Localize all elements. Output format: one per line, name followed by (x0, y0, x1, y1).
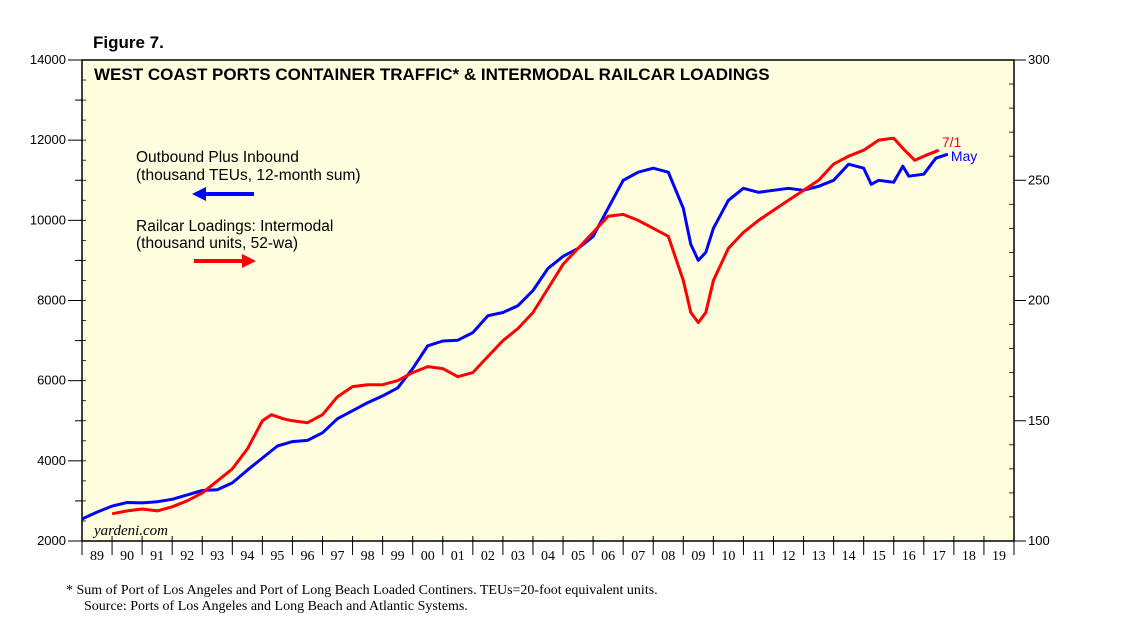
x-tick-label: 91 (150, 549, 164, 564)
right-arrow-icon (194, 254, 256, 268)
x-tick-label: 15 (872, 549, 886, 564)
x-tick-label: 93 (210, 549, 224, 564)
right-tick-label: 300 (1028, 52, 1050, 67)
x-tick-label: 89 (90, 549, 104, 564)
right-tick-label: 250 (1028, 172, 1050, 187)
x-tick-label: 94 (240, 549, 254, 564)
x-tick-label: 18 (962, 549, 976, 564)
x-tick-label: 99 (391, 549, 405, 564)
legend-blue-label: Outbound Plus Inbound (136, 149, 299, 166)
left-tick-label: 4000 (37, 453, 66, 468)
x-tick-label: 06 (601, 549, 615, 564)
x-tick-label: 12 (782, 549, 796, 564)
x-tick-label: 04 (541, 549, 555, 564)
figure-label: Figure 7. (93, 33, 164, 52)
x-tick-label: 08 (661, 549, 675, 564)
left-tick-label: 12000 (30, 132, 66, 147)
left-axis: 2000 4000 6000 8000 10000 12000 14000 (30, 52, 86, 548)
teu-traffic-line-end-label: May (951, 148, 977, 164)
x-tick-label: 95 (270, 549, 284, 564)
x-tick-label: 92 (180, 549, 194, 564)
x-tick-label: 07 (631, 549, 645, 564)
legend-red-label: Railcar Loadings: Intermodal (136, 218, 333, 235)
x-axis: 89 90 91 92 93 94 95 96 97 98 99 00 01 02 03 04 05 06 07 08… (81, 536, 1015, 564)
right-tick-label: 200 (1028, 293, 1050, 308)
legend-blue-sublabel: (thousand TEUs, 12-month sum) (136, 167, 361, 184)
chart-title: WEST COAST PORTS CONTAINER TRAFFIC* & IN… (94, 65, 770, 84)
left-tick-label: 10000 (30, 212, 66, 227)
right-tick-label: 150 (1028, 413, 1050, 428)
teu-traffic-line (81, 152, 949, 521)
left-tick-label: 14000 (30, 52, 66, 67)
x-tick-label: 97 (331, 549, 345, 564)
railcar-loadings-line-end-label: 7/1 (942, 134, 962, 150)
left-tick-label: 6000 (37, 373, 66, 388)
x-tick-label: 96 (300, 549, 314, 564)
footnote: * Sum of Port of Los Angeles and Port of… (66, 583, 658, 598)
legend-red-sublabel: (thousand units, 52-wa) (136, 235, 298, 252)
x-tick-label: 11 (752, 549, 765, 564)
railcar-loadings-line (111, 136, 940, 516)
plot-area (81, 59, 1015, 542)
x-tick-label: 02 (481, 549, 495, 564)
x-tick-label: 05 (571, 549, 585, 564)
x-tick-label: 00 (421, 549, 435, 564)
x-tick-label: 09 (691, 549, 705, 564)
left-arrow-icon (192, 187, 254, 201)
watermark: yardeni.com (92, 523, 168, 539)
x-tick-label: 14 (842, 549, 856, 564)
right-tick-label: 100 (1028, 533, 1050, 548)
x-tick-label: 90 (120, 549, 134, 564)
right-axis: 100 150 200 250 300 (1009, 52, 1050, 548)
x-tick-label: 17 (932, 549, 946, 564)
x-tick-label: 03 (511, 549, 525, 564)
x-tick-label: 16 (902, 549, 916, 564)
x-tick-label: 13 (812, 549, 826, 564)
left-tick-label: 2000 (37, 533, 66, 548)
x-tick-label: 10 (721, 549, 735, 564)
left-tick-label: 8000 (37, 293, 66, 308)
source-note: Source: Ports of Los Angeles and Long Be… (84, 599, 468, 614)
x-tick-label: 19 (992, 549, 1006, 564)
x-tick-label: 01 (451, 549, 465, 564)
x-tick-label: 98 (361, 549, 375, 564)
